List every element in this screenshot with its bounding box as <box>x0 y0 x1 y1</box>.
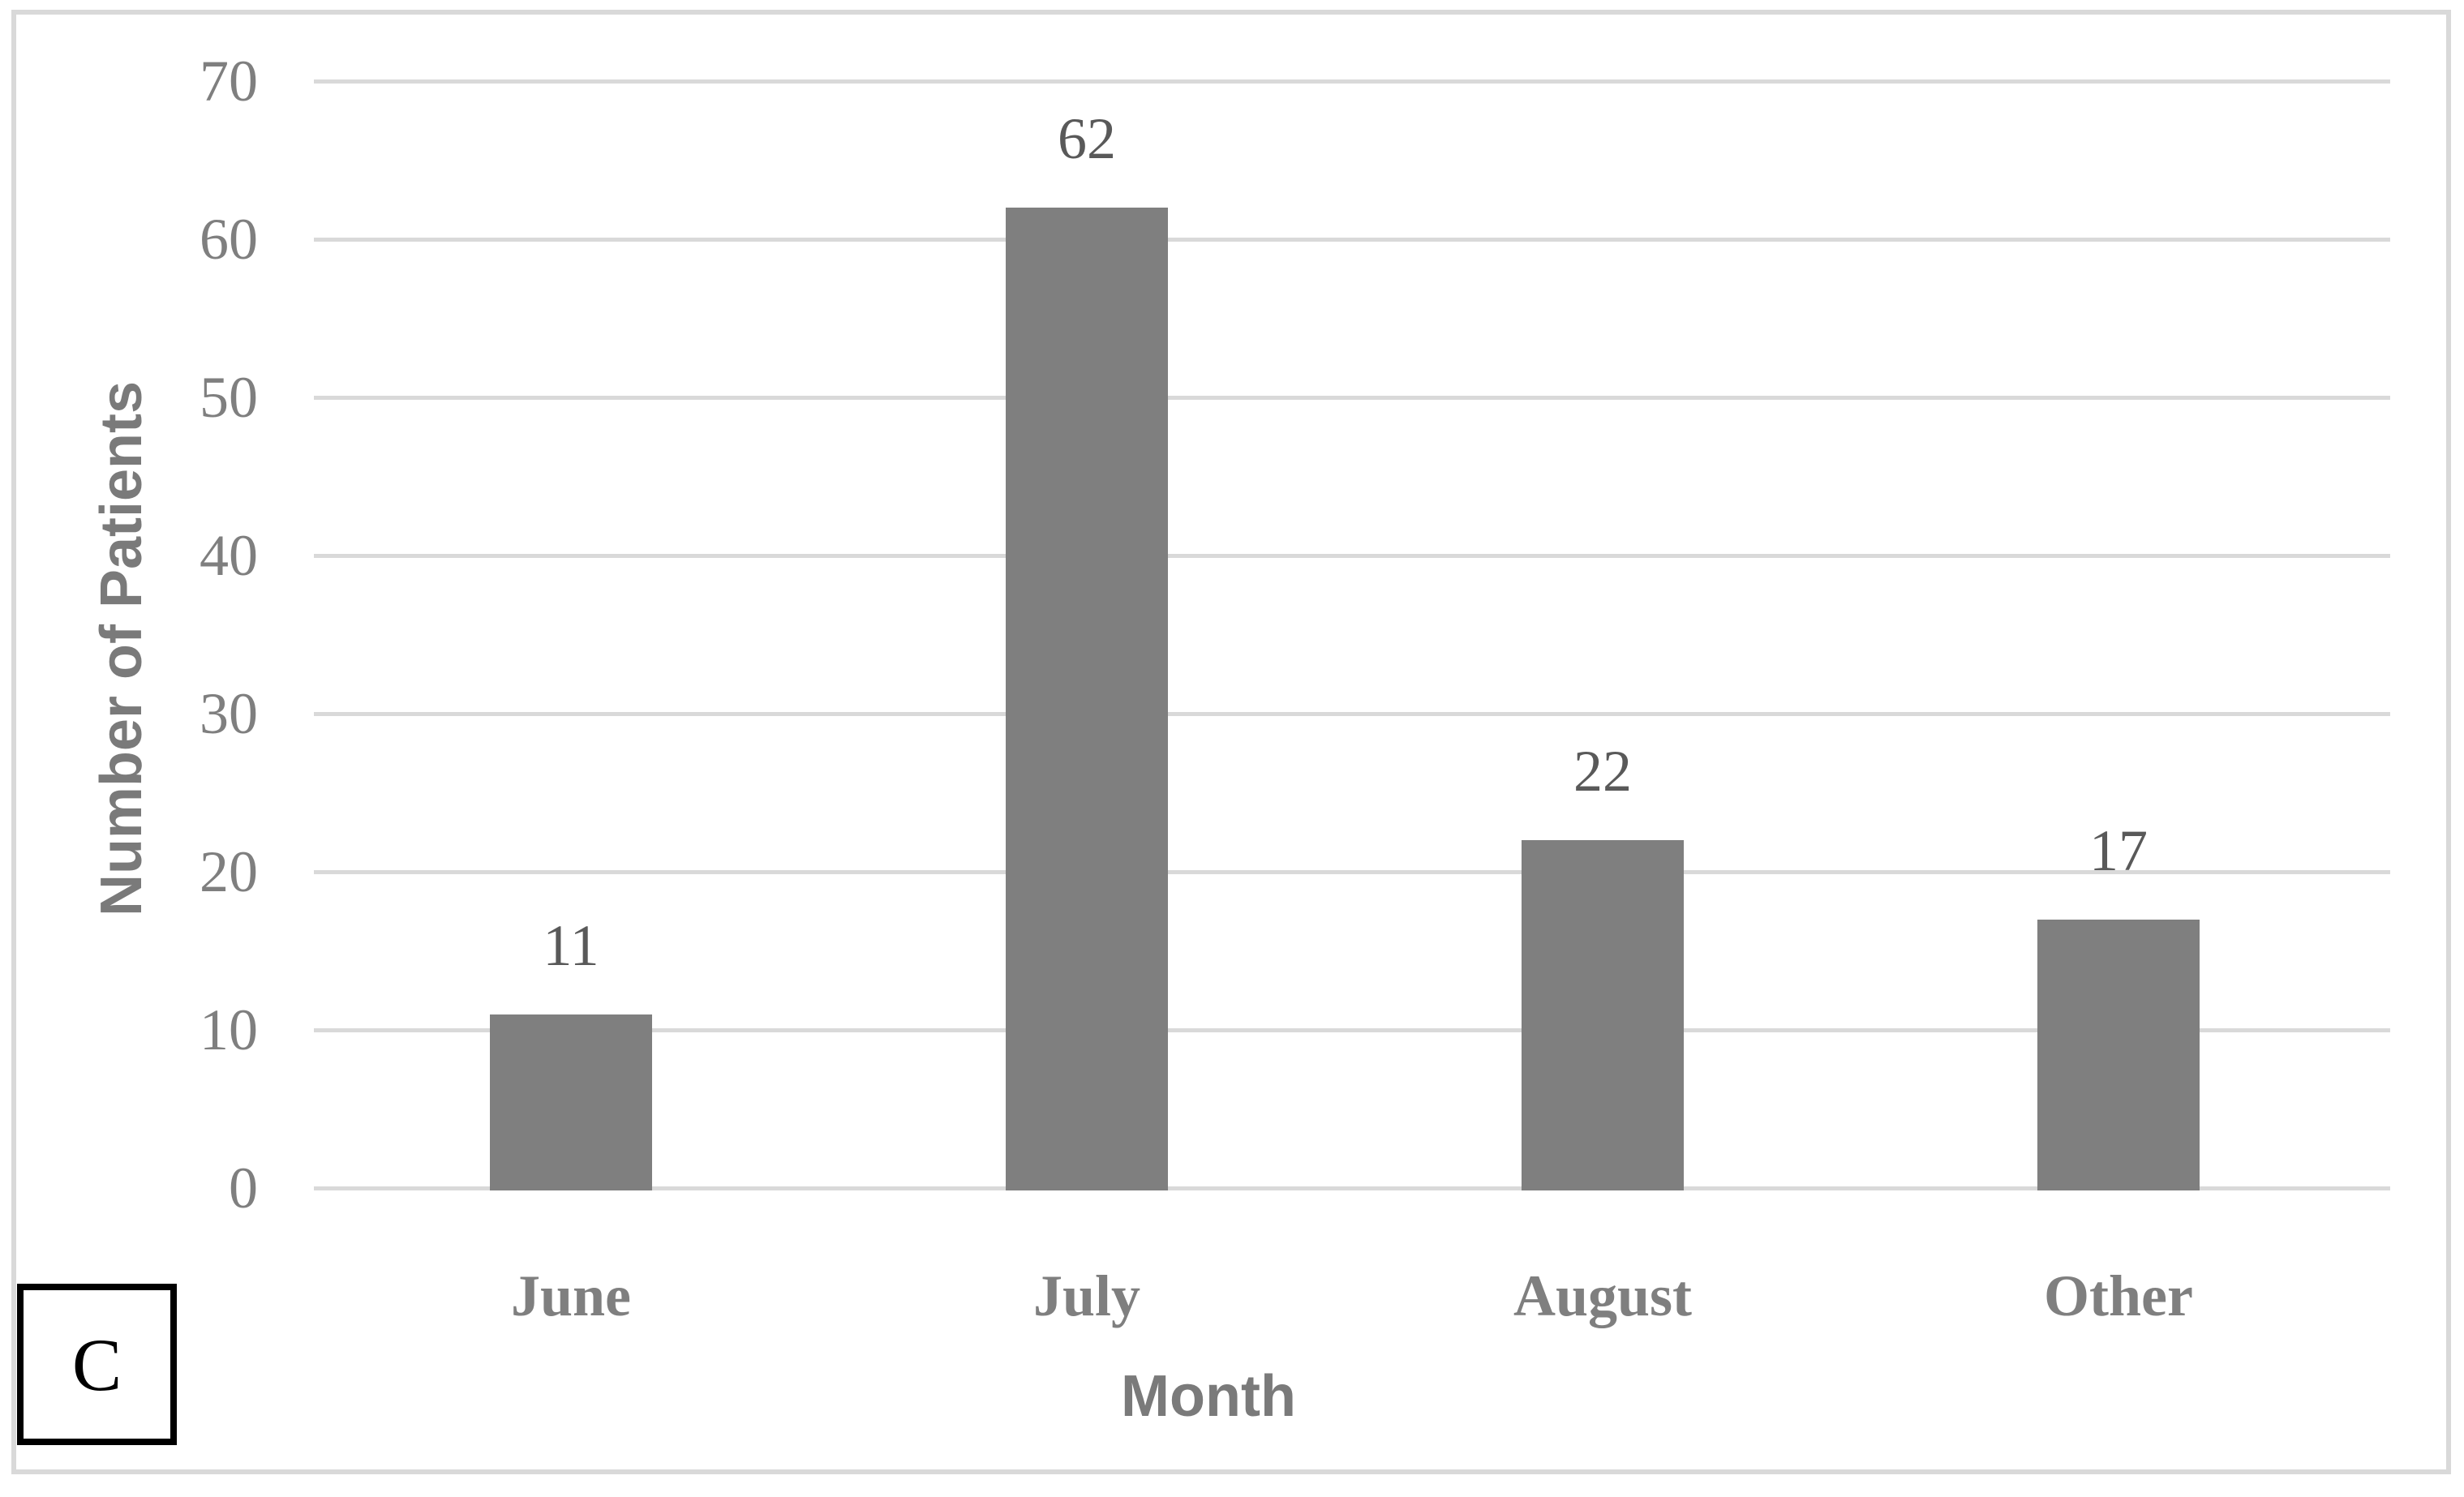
x-axis-tick-july: July <box>1032 1263 1141 1328</box>
y-axis-title: Number of Patients <box>89 380 154 917</box>
y-axis-tick-0: 0 <box>229 1156 258 1220</box>
bar-july <box>1006 208 1168 1190</box>
data-label-august: 22 <box>1573 739 1632 804</box>
gridline-0 <box>314 1186 2390 1190</box>
bar-august <box>1522 840 1684 1190</box>
x-axis-tick-august: August <box>1513 1263 1693 1328</box>
y-axis-tick-30: 30 <box>200 681 258 746</box>
gridline-70 <box>314 79 2390 84</box>
x-axis-tick-june: June <box>510 1263 632 1328</box>
chart-outer-border <box>11 10 2451 1474</box>
data-label-other: 17 <box>2089 817 2148 883</box>
y-axis-tick-70: 70 <box>200 49 258 114</box>
panel-label-box: C <box>17 1284 177 1445</box>
x-axis-tick-other: Other <box>2044 1263 2193 1328</box>
y-axis-tick-40: 40 <box>200 523 258 588</box>
x-axis-title: Month <box>1121 1364 1296 1429</box>
gridline-20 <box>314 870 2390 874</box>
y-axis-tick-60: 60 <box>200 207 258 272</box>
gridline-60 <box>314 238 2390 242</box>
gridline-50 <box>314 396 2390 400</box>
gridline-40 <box>314 554 2390 558</box>
y-axis-tick-20: 20 <box>200 839 258 904</box>
data-label-june: 11 <box>543 912 599 978</box>
y-axis-tick-10: 10 <box>200 997 258 1062</box>
data-label-july: 62 <box>1058 106 1116 171</box>
panel-label: C <box>71 1323 122 1406</box>
gridline-10 <box>314 1028 2390 1032</box>
y-axis-tick-50: 50 <box>200 365 258 430</box>
bar-june <box>490 1014 652 1190</box>
gridline-30 <box>314 712 2390 716</box>
bar-other <box>2037 919 2200 1190</box>
